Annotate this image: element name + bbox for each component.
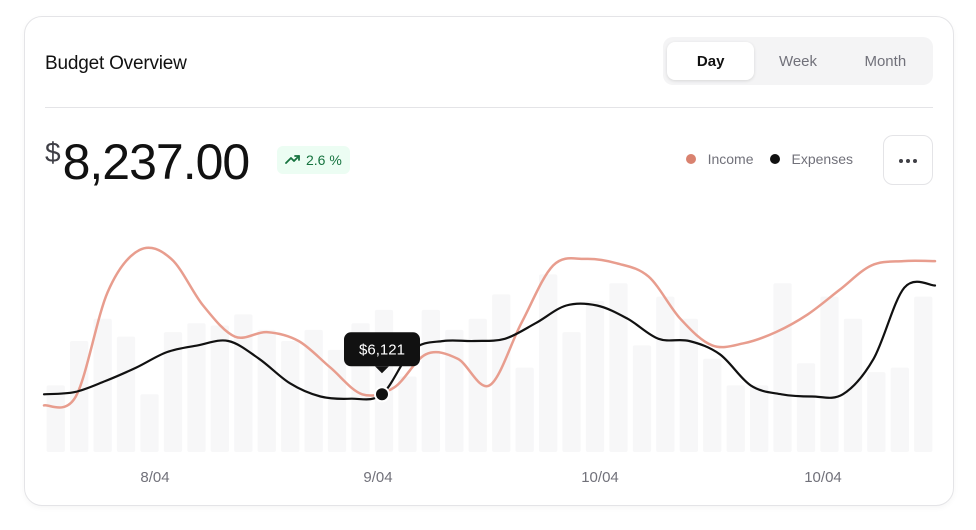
income-dot (685, 154, 696, 164)
legend-label-expenses: Expenses (791, 151, 853, 167)
more-horizontal-icon (898, 151, 918, 169)
more-button[interactable] (883, 135, 933, 185)
tab-day[interactable]: Day (667, 42, 755, 80)
legend-item-income: Income (685, 151, 754, 167)
period-segmented-control: Day Week Month (663, 37, 933, 85)
legend-label-income: Income (707, 151, 754, 167)
total-amount: $ 8,237.00 (45, 134, 251, 190)
amount-value: 8,237.00 (62, 134, 251, 190)
trending-up-icon (285, 152, 301, 168)
tab-month[interactable]: Month (864, 52, 907, 70)
budget-overview-card: Budget Overview Day Week Month $ 8,237.0… (24, 16, 954, 506)
currency-symbol: $ (45, 137, 61, 168)
change-badge: 2.6 % (277, 146, 350, 174)
chart-legend: Income Expenses (685, 151, 853, 167)
tab-week[interactable]: Week (778, 52, 818, 70)
card-title: Budget Overview (45, 53, 187, 74)
expenses-dot (769, 154, 780, 164)
change-value: 2.6 % (306, 152, 342, 168)
header-divider (45, 107, 933, 108)
legend-item-expenses: Expenses (769, 151, 853, 167)
